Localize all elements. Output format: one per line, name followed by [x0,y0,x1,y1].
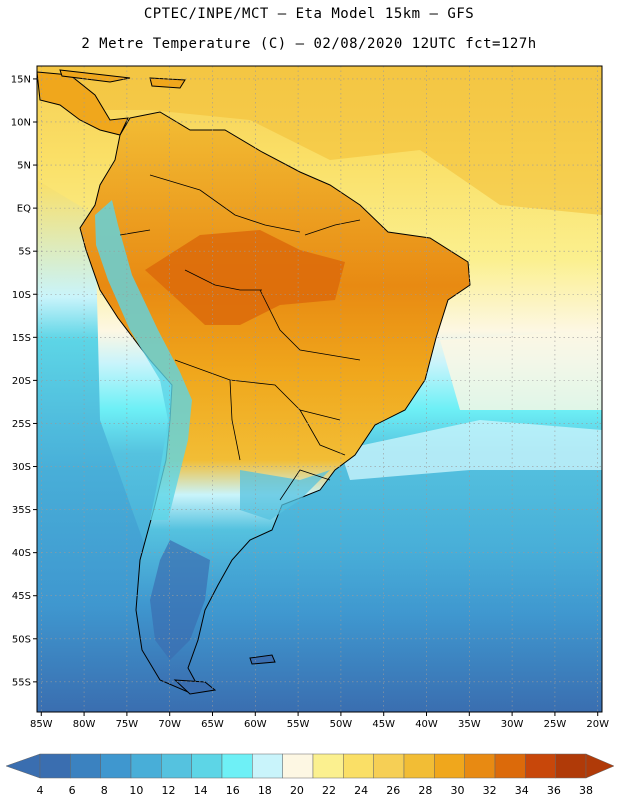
lon-tick-label: 60W [244,719,267,730]
colorbar-swatch [525,753,556,779]
map-title-line-1: CPTEC/INPE/MCT – Eta Model 15km – GFS [143,6,475,22]
colorbar-swatch [70,753,101,779]
lon-tick-label: 30W [501,719,524,730]
colorbar-label: 12 [161,784,175,797]
temperature-colorbar: 4 6 8 10 12 14 16 18 20 22 24 26 28 30 32 34 36 38 [5,753,615,797]
lat-tick-label: 50S [12,634,31,645]
colorbar-label: 14 [194,784,208,797]
lat-tick-label: 20S [12,376,31,387]
colorbar-label: 4 [37,784,44,797]
lon-tick-label: 45W [372,719,395,730]
colorbar-swatch [130,753,162,779]
lon-tick-label: 65W [201,719,224,730]
colorbar-swatch [464,753,496,779]
colorbar-label: 6 [69,784,76,797]
colorbar-swatch [373,753,405,779]
cool-plume [340,420,602,480]
lat-tick-label: 10S [12,290,31,301]
colorbar-label: 24 [354,784,368,797]
colorbar-label: 26 [386,784,400,797]
latitude-axis: 15N 10N 5N EQ 5S 10S 15S 20S 25S 30S 35S 40S 45S 50S 5… [11,74,37,688]
map-area [37,66,602,712]
lon-tick-label: 85W [30,719,53,730]
colorbar-label: 36 [547,784,561,797]
colorbar-label: 28 [418,784,432,797]
colorbar-swatch [555,753,587,779]
lat-tick-label: EQ [17,204,31,215]
amazon-hot-core [145,230,345,325]
colorbar-swatch [343,753,374,779]
lat-tick-label: 40S [12,548,31,559]
lat-tick-label: 15S [12,333,31,344]
lon-tick-label: 80W [73,719,96,730]
colorbar-swatch [39,753,71,779]
tierra-del-fuego [173,679,217,695]
colorbar-label: 20 [290,784,304,797]
lon-tick-label: 40W [415,719,438,730]
colorbar-swatch [252,753,283,779]
colorbar-label: 22 [322,784,336,797]
central-america-land [37,71,129,136]
colorbar-left-arrow [5,753,41,779]
colorbar-label: 32 [483,784,497,797]
lon-tick-label: 70W [158,719,181,730]
colorbar-swatch [221,753,253,779]
colorbar-label: 16 [226,784,240,797]
colorbar-label: 18 [258,784,272,797]
colorbar-swatch [494,753,526,779]
lon-tick-label: 25W [544,719,567,730]
lat-tick-label: 30S [12,462,31,473]
map-frame [36,65,603,713]
patagonia-cold [150,540,210,660]
hispaniola-land [149,77,186,89]
falkland-islands [249,654,276,665]
lat-tick-label: 5N [17,161,31,172]
lat-tick-label: 35S [12,505,31,516]
lon-tick-label: 20W [586,719,609,730]
lon-tick-label: 35W [458,719,481,730]
colorbar-swatch [434,753,465,779]
pacific-ocean-field [37,180,170,712]
pampas-cool [240,470,330,520]
colorbar-swatch [161,753,192,779]
map-title-line-2: 2 Metre Temperature (C) – 02/08/2020 12U… [81,36,537,52]
lat-tick-label: 15N [11,74,31,85]
country-borders [119,174,361,501]
colorbar-swatch [100,753,132,779]
colorbar-label: 10 [129,784,143,797]
colorbar-swatch [282,753,314,779]
mild-ocean-patch [440,330,602,410]
lat-tick-label: 25S [12,419,31,430]
colorbar-label: 8 [101,784,108,797]
colorbar-right-arrow [585,753,615,779]
colorbar-label: 34 [515,784,529,797]
colorbar-label: 30 [451,784,465,797]
lon-tick-label: 55W [287,719,310,730]
lon-tick-label: 75W [116,719,139,730]
lon-tick-label: 50W [330,719,353,730]
lat-tick-label: 45S [12,591,31,602]
colorbar-swatch [312,753,344,779]
lat-tick-label: 10N [11,117,31,128]
longitude-axis: 85W 80W 75W 70W 65W 60W 55W 50W 45W 40W 35W 30W 25W 2… [30,712,609,730]
lat-tick-label: 5S [18,247,31,258]
colorbar-swatch [191,753,223,779]
cuba-land [59,69,131,83]
lat-tick-label: 55S [12,677,31,688]
colorbar-swatch [403,753,435,779]
caribbean-warm-zone [37,66,602,215]
andes-cool-ridge [95,200,192,520]
colorbar-label: 38 [579,784,593,797]
